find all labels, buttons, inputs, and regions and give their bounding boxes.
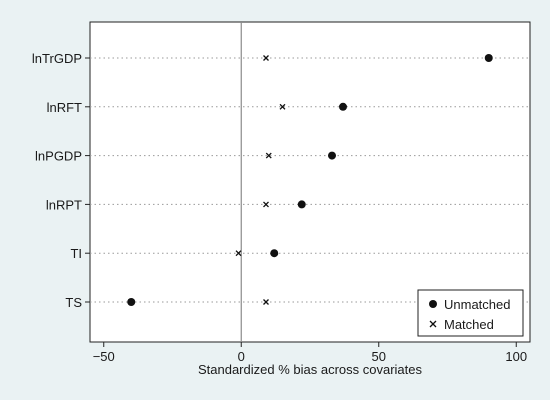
unmatched-point [328, 151, 336, 160]
y-tick-label: TS [65, 295, 82, 310]
legend-matched-marker [429, 320, 437, 328]
unmatched-point [270, 249, 279, 258]
y-tick-label: lnRPT [46, 197, 82, 212]
y-tick-label: lnRFT [47, 100, 82, 115]
matched-point [263, 299, 269, 305]
legend-unmatched-marker [429, 300, 437, 308]
matched-point [263, 55, 269, 61]
x-tick-label: 50 [372, 349, 386, 364]
unmatched-point [484, 54, 493, 62]
plot-area [89, 21, 531, 343]
data-marks [127, 54, 493, 306]
x-axis: −50 0 50 100 [93, 342, 527, 364]
matched-point [265, 152, 272, 159]
x-axis-title: Standardized % bias across covariates [198, 362, 423, 377]
unmatched-point [297, 200, 306, 209]
legend-box [417, 289, 524, 337]
unmatched-point [339, 102, 347, 111]
x-tick-label: −50 [93, 349, 115, 364]
legend-unmatched-label: Unmatched [444, 297, 510, 312]
unmatched-point [127, 298, 136, 306]
grid-lines [90, 57, 530, 303]
matched-point [235, 250, 242, 257]
matched-point [263, 201, 269, 208]
matched-point [279, 103, 286, 110]
legend: Unmatched Matched [417, 289, 524, 337]
y-tick-label: lnTrGDP [32, 51, 82, 66]
y-tick-label: TI [70, 246, 82, 261]
y-tick-label: lnPGDP [35, 149, 82, 164]
legend-matched-label: Matched [444, 317, 494, 332]
x-tick-label: 0 [238, 349, 245, 364]
x-tick-label: 100 [505, 349, 527, 364]
y-tick-labels: lnTrGDP lnRFT lnPGDP lnRPT TI TS [32, 51, 90, 310]
